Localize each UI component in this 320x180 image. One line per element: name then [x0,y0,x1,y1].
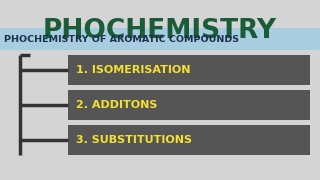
FancyBboxPatch shape [68,55,310,85]
Text: 1. ISOMERISATION: 1. ISOMERISATION [76,65,190,75]
FancyBboxPatch shape [68,125,310,155]
Text: 3. SUBSTITUTIONS: 3. SUBSTITUTIONS [76,135,192,145]
FancyBboxPatch shape [0,28,320,50]
Text: PHOCHEMISTRY: PHOCHEMISTRY [43,18,277,44]
Text: PHOCHEMISTRY OF AROMATIC COMPOUNDS: PHOCHEMISTRY OF AROMATIC COMPOUNDS [4,35,239,44]
FancyBboxPatch shape [68,90,310,120]
Text: 2. ADDITONS: 2. ADDITONS [76,100,157,110]
